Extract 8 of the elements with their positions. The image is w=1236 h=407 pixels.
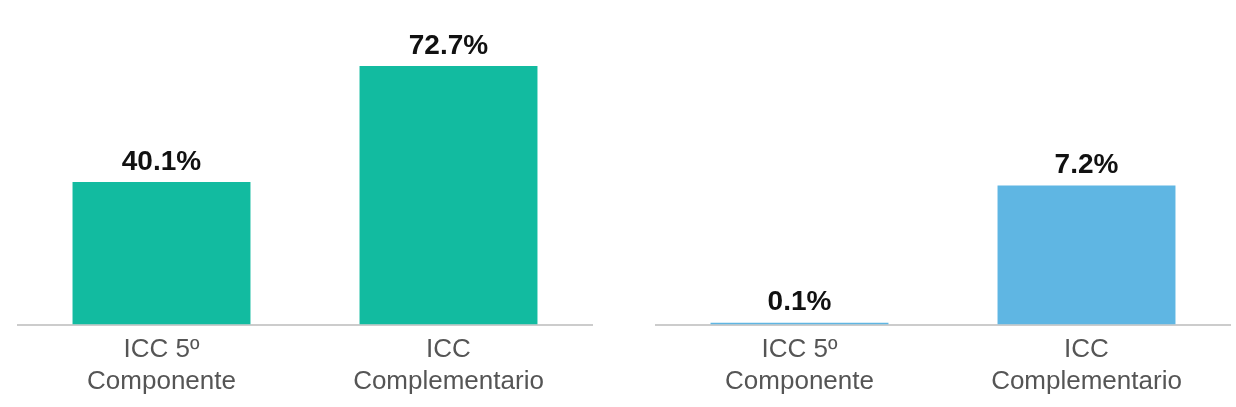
- x-tick-label: ICC Complementario: [353, 333, 544, 395]
- data-label: 72.7%: [408, 28, 489, 60]
- x-tick-label: ICC 5º Componente: [725, 333, 874, 395]
- data-label: 40.1%: [121, 144, 202, 176]
- x-tick-label: ICC 5º Componente: [87, 333, 236, 395]
- x-tick-label: ICC Complementario: [991, 333, 1182, 395]
- data-label: 7.2%: [1054, 148, 1119, 180]
- data-label: 0.1%: [767, 285, 832, 317]
